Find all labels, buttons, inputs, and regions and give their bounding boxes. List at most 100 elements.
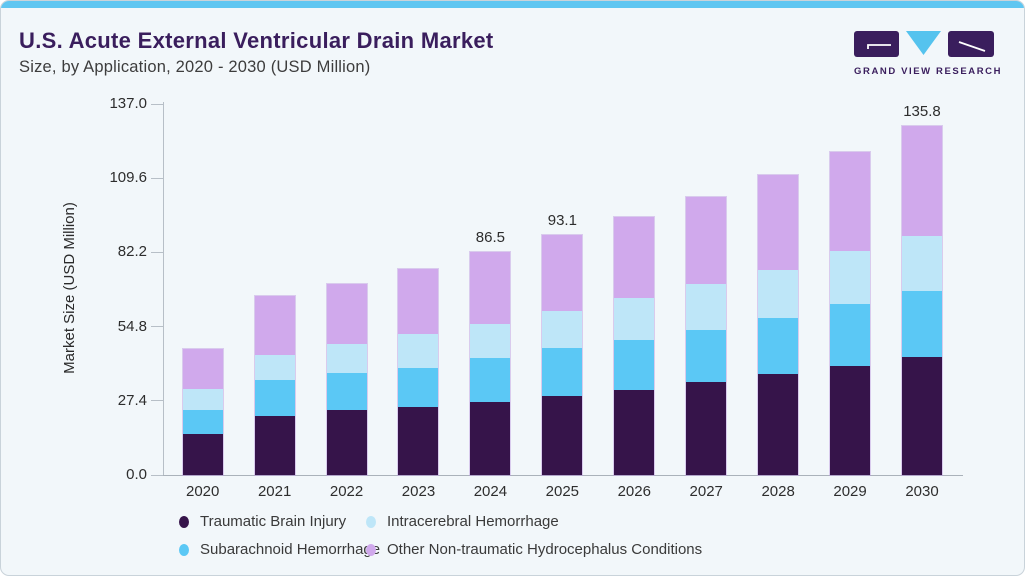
legend-label: Other Non-traumatic Hydrocephalus Condit… xyxy=(387,541,703,558)
gvr-logo-icon xyxy=(854,31,994,57)
y-tick-label: 54.8 xyxy=(117,317,147,335)
grand-view-research-logo: GRAND VIEW RESEARCH xyxy=(854,31,1003,77)
x-tick-label-2026: 2026 xyxy=(617,483,651,500)
y-tick-label: 27.4 xyxy=(117,391,147,409)
y-tick-label: 82.2 xyxy=(117,243,147,261)
top-accent-bar xyxy=(1,1,1024,8)
y-tick-mark xyxy=(151,474,163,476)
y-tick-mark xyxy=(151,326,163,328)
bar-2023-segment-traumatic-brain-injury xyxy=(398,407,439,475)
bar-total-label-2024: 86.5 xyxy=(475,229,505,247)
bar-2026 xyxy=(613,216,656,476)
legend-item-subarachnoid-hemorrhage: Subarachnoid Hemorrhage xyxy=(179,540,380,559)
bar-2029-segment-intracerebral-hemorrhage xyxy=(830,250,871,305)
y-tick-mark xyxy=(151,103,163,105)
bar-total-label-2025: 93.1 xyxy=(547,212,577,230)
bar-2026-segment-traumatic-brain-injury xyxy=(614,389,655,475)
bar-2028-segment-other-non-traumatic-hydrocephalus-conditions xyxy=(758,174,799,270)
bar-2020-segment-intracerebral-hemorrhage xyxy=(182,388,223,411)
bar-2020-segment-subarachnoid-hemorrhage xyxy=(182,410,223,435)
y-axis-title: Market Size (USD Million) xyxy=(61,202,78,374)
bar-2029-segment-subarachnoid-hemorrhage xyxy=(830,304,871,367)
y-tick-mark xyxy=(151,177,163,179)
y-tick-mark xyxy=(151,251,163,253)
bar-total-label-2030: 135.8 xyxy=(903,102,941,120)
bar-2021 xyxy=(253,294,296,476)
bar-2021-segment-subarachnoid-hemorrhage xyxy=(254,380,295,417)
x-tick-label-2020: 2020 xyxy=(186,483,220,500)
bar-2020 xyxy=(181,347,224,476)
bar-2025-segment-other-non-traumatic-hydrocephalus-conditions xyxy=(542,235,583,312)
y-tick-mark xyxy=(151,400,163,402)
bar-2030 xyxy=(901,124,943,476)
x-tick-label-2021: 2021 xyxy=(257,483,292,500)
bar-2028 xyxy=(757,173,800,476)
bar-2026-segment-subarachnoid-hemorrhage xyxy=(614,340,655,390)
bar-2025-segment-traumatic-brain-injury xyxy=(542,395,583,475)
bar-2022 xyxy=(325,282,368,476)
bar-2028-segment-subarachnoid-hemorrhage xyxy=(758,317,799,375)
bar-2030-segment-intracerebral-hemorrhage xyxy=(902,235,942,291)
bar-2025 xyxy=(541,234,584,476)
legend-dot-icon xyxy=(366,515,376,528)
bar-2021-segment-other-non-traumatic-hydrocephalus-conditions xyxy=(254,295,295,356)
legend-label: Subarachnoid Hemorrhage xyxy=(200,541,381,558)
chart-legend: Traumatic Brain Injury Intracerebral Hemo… xyxy=(179,512,702,559)
x-tick-label-2028: 2028 xyxy=(761,483,795,500)
legend-dot-icon xyxy=(179,543,189,556)
bar-2024-segment-subarachnoid-hemorrhage xyxy=(470,357,511,402)
bar-2023-segment-other-non-traumatic-hydrocephalus-conditions xyxy=(398,269,439,335)
bar-2028-segment-traumatic-brain-injury xyxy=(758,374,799,475)
legend-dot-icon xyxy=(179,515,189,528)
bar-2025-segment-intracerebral-hemorrhage xyxy=(542,311,583,349)
bar-2029 xyxy=(829,151,872,476)
x-tick-label-2027: 2027 xyxy=(689,483,723,500)
bar-2023-segment-subarachnoid-hemorrhage xyxy=(398,367,439,408)
x-tick-label-2029: 2029 xyxy=(833,483,867,500)
bar-2024 xyxy=(469,251,512,476)
x-tick-label-2022: 2022 xyxy=(329,483,364,500)
bar-2023 xyxy=(397,268,440,476)
legend-item-other-non-traumatic-hydrocephalus-conditions: Other Non-traumatic Hydrocephalus Condit… xyxy=(366,540,702,559)
bar-2027-segment-intracerebral-hemorrhage xyxy=(686,284,727,330)
legend-item-traumatic-brain-injury: Traumatic Brain Injury xyxy=(179,512,366,531)
bar-2022-segment-intracerebral-hemorrhage xyxy=(326,343,367,374)
bar-2029-segment-other-non-traumatic-hydrocephalus-conditions xyxy=(830,152,871,251)
bar-2021-segment-intracerebral-hemorrhage xyxy=(254,355,295,381)
legend-label: Intracerebral Hemorrhage xyxy=(387,513,559,530)
bar-2026-segment-other-non-traumatic-hydrocephalus-conditions xyxy=(614,217,655,299)
bar-2027-segment-subarachnoid-hemorrhage xyxy=(686,329,727,383)
y-tick-label: 109.6 xyxy=(109,169,147,187)
bar-2020-segment-other-non-traumatic-hydrocephalus-conditions xyxy=(182,348,223,389)
bar-2030-segment-traumatic-brain-injury xyxy=(902,357,942,475)
bar-2023-segment-intracerebral-hemorrhage xyxy=(398,334,439,368)
page-title: U.S. Acute External Ventricular Drain Ma… xyxy=(19,28,494,53)
bar-2030-segment-other-non-traumatic-hydrocephalus-conditions xyxy=(902,125,942,236)
x-tick-label-2023: 2023 xyxy=(401,483,436,500)
bar-2024-segment-intracerebral-hemorrhage xyxy=(470,323,511,358)
bar-2021-segment-traumatic-brain-injury xyxy=(254,416,295,475)
bar-2022-segment-subarachnoid-hemorrhage xyxy=(326,373,367,411)
logo-text: GRAND VIEW RESEARCH xyxy=(854,66,1003,77)
bar-2025-segment-subarachnoid-hemorrhage xyxy=(542,348,583,396)
bar-2024-segment-other-non-traumatic-hydrocephalus-conditions xyxy=(470,252,511,324)
x-tick-label-2030: 2030 xyxy=(905,483,939,500)
bar-2027 xyxy=(685,195,728,476)
bar-2027-segment-other-non-traumatic-hydrocephalus-conditions xyxy=(686,196,727,285)
bar-2020-segment-traumatic-brain-injury xyxy=(182,434,223,475)
bar-2026-segment-intracerebral-hemorrhage xyxy=(614,298,655,341)
legend-label: Traumatic Brain Injury xyxy=(200,513,347,530)
x-tick-label-2024: 2024 xyxy=(473,483,508,500)
y-tick-label: 137.0 xyxy=(109,95,147,112)
legend-item-intracerebral-hemorrhage: Intracerebral Hemorrhage xyxy=(366,512,702,531)
bar-2024-segment-traumatic-brain-injury xyxy=(470,401,511,475)
bar-2027-segment-traumatic-brain-injury xyxy=(686,382,727,475)
y-tick-label: 0.0 xyxy=(126,466,147,483)
bar-2022-segment-traumatic-brain-injury xyxy=(326,410,367,475)
x-axis-line xyxy=(163,475,963,476)
bar-2030-segment-subarachnoid-hemorrhage xyxy=(902,290,942,358)
bar-2028-segment-intracerebral-hemorrhage xyxy=(758,269,799,318)
legend-dot-icon xyxy=(366,543,376,556)
bar-2022-segment-other-non-traumatic-hydrocephalus-conditions xyxy=(326,283,367,344)
